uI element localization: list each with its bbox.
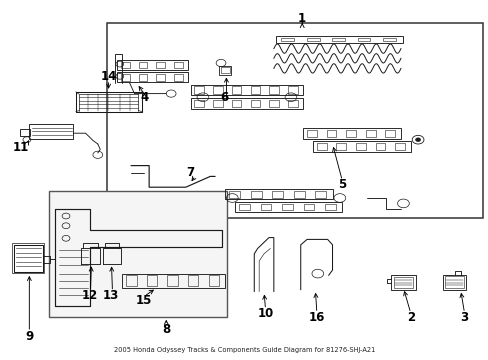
Bar [229,191,240,198]
Bar [355,143,365,150]
Bar [231,86,241,94]
Text: 8: 8 [162,323,170,336]
Bar [213,86,222,94]
Bar [365,130,375,137]
Bar [208,275,218,286]
Bar [272,191,283,198]
Bar [194,86,203,94]
Bar [312,141,410,152]
Bar [306,38,319,41]
Bar [394,143,404,150]
Bar [282,204,292,210]
Text: 3: 3 [460,311,468,324]
Bar [234,202,342,212]
Bar [336,143,346,150]
Bar [231,100,241,107]
Bar [49,191,227,317]
Bar [20,129,30,136]
Bar [121,74,129,81]
Bar [220,67,229,73]
Bar [138,62,147,68]
Bar [326,130,336,137]
Bar [287,86,297,94]
Bar [250,191,261,198]
Bar [316,143,326,150]
Text: 12: 12 [81,289,98,302]
Bar [444,276,463,288]
Bar [293,191,304,198]
Bar [121,62,129,68]
Bar [276,36,403,43]
Bar [14,245,43,272]
Text: 9: 9 [25,330,33,343]
Bar [12,243,44,273]
Text: 10: 10 [257,307,273,320]
Bar [213,100,222,107]
Bar [269,100,278,107]
Bar [126,275,136,286]
Bar [331,38,344,41]
Text: 4: 4 [140,91,148,104]
Bar [281,38,293,41]
Bar [156,74,165,81]
Bar [315,191,325,198]
Bar [146,275,157,286]
Text: 14: 14 [100,70,117,83]
Bar [106,23,482,218]
Bar [260,204,271,210]
Bar [117,60,188,70]
Bar [156,62,165,68]
Text: 15: 15 [136,294,152,307]
Bar [167,275,177,286]
Bar [187,275,198,286]
Bar [385,130,394,137]
Bar [239,204,249,210]
Bar [393,277,412,288]
Text: 2005 Honda Odyssey Tracks & Components Guide Diagram for 81276-SHJ-A21: 2005 Honda Odyssey Tracks & Components G… [114,347,374,353]
Text: 1: 1 [298,12,305,24]
Bar [375,143,385,150]
Bar [390,275,415,290]
Bar [250,100,260,107]
Text: 16: 16 [308,311,325,324]
Bar [303,204,314,210]
Bar [194,100,203,107]
Bar [250,86,260,94]
Bar [190,85,303,95]
Bar [174,62,183,68]
Bar [325,204,335,210]
Bar [442,275,465,290]
Bar [306,130,316,137]
Bar [219,66,231,75]
Text: 5: 5 [338,178,346,191]
Bar [346,130,355,137]
Text: 11: 11 [12,141,29,154]
Text: 7: 7 [186,166,194,179]
Bar [382,38,395,41]
Bar [357,38,369,41]
Bar [117,72,188,82]
Bar [138,74,147,81]
Text: 6: 6 [220,91,227,104]
Text: 2: 2 [406,311,414,324]
Bar [303,128,400,139]
Bar [174,74,183,81]
Text: 13: 13 [102,289,119,302]
Bar [269,86,278,94]
Circle shape [415,138,420,141]
Bar [29,124,73,139]
Bar [224,189,332,199]
Bar [287,100,297,107]
Bar [122,274,224,288]
Bar [190,98,303,109]
